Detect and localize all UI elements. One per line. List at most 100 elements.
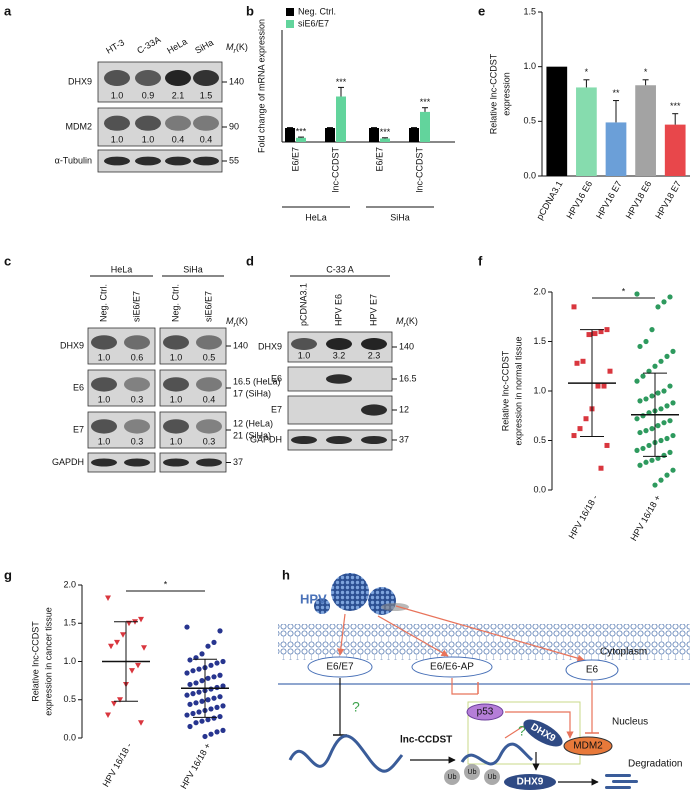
point bbox=[583, 416, 589, 422]
y-tick-label: 2.0 bbox=[63, 579, 76, 589]
point bbox=[595, 383, 601, 389]
lane-label: Neg. Ctrl. bbox=[170, 284, 180, 322]
point bbox=[205, 697, 211, 703]
point bbox=[598, 465, 604, 471]
ubiquitin bbox=[464, 764, 480, 780]
mw-label: 16.5 bbox=[399, 373, 417, 383]
x-tick-label: HPV18 E7 bbox=[653, 179, 683, 220]
row-label: E6 bbox=[73, 382, 84, 392]
point bbox=[661, 420, 667, 426]
point bbox=[664, 403, 670, 409]
point bbox=[214, 660, 220, 666]
ratio-label: 0.4 bbox=[203, 394, 216, 404]
arrow bbox=[377, 615, 449, 657]
lane-label: HeLa bbox=[165, 36, 189, 55]
band bbox=[124, 335, 150, 350]
band bbox=[361, 436, 387, 444]
band bbox=[326, 338, 352, 350]
significance: ** bbox=[612, 88, 620, 98]
virus-label: HPV bbox=[300, 591, 327, 606]
bar bbox=[635, 85, 656, 176]
mr-label: Mr(K) bbox=[396, 316, 418, 329]
panel-label: c bbox=[4, 253, 11, 268]
significance: *** bbox=[336, 77, 347, 87]
point bbox=[670, 467, 676, 473]
y-tick-label: 0.0 bbox=[533, 484, 546, 494]
x-tick-label: HPV 16/18 - bbox=[101, 741, 134, 788]
point bbox=[193, 720, 199, 726]
point bbox=[184, 670, 190, 676]
point bbox=[658, 358, 664, 364]
point bbox=[184, 692, 190, 698]
point bbox=[649, 426, 655, 432]
row-label: GAPDH bbox=[250, 434, 282, 444]
point bbox=[217, 713, 223, 720]
point bbox=[652, 363, 658, 369]
point bbox=[187, 701, 193, 707]
point bbox=[208, 731, 214, 737]
ratio-label: 1.0 bbox=[298, 350, 311, 360]
ratio-label: 0.6 bbox=[131, 352, 144, 362]
band bbox=[104, 156, 130, 166]
point bbox=[607, 368, 613, 374]
row-label: GAPDH bbox=[52, 457, 84, 467]
significance: * bbox=[585, 67, 589, 77]
ratio-label: 0.9 bbox=[142, 90, 155, 100]
ratio-label: 0.3 bbox=[131, 394, 144, 404]
mw-label: 21 (SiHa) bbox=[233, 430, 271, 440]
rna bbox=[288, 734, 404, 773]
point bbox=[220, 703, 226, 709]
ratio-label: 1.0 bbox=[98, 394, 111, 404]
ratio-label: 1.0 bbox=[170, 436, 183, 446]
significance: * bbox=[644, 67, 648, 77]
point bbox=[643, 338, 649, 345]
point bbox=[667, 449, 673, 455]
x-tick-label: lnc-CCDST bbox=[414, 147, 424, 193]
point bbox=[658, 477, 664, 483]
point bbox=[640, 413, 646, 419]
band bbox=[163, 458, 189, 467]
row-label: MDM2 bbox=[66, 121, 93, 131]
point bbox=[193, 700, 199, 706]
y-tick-label: 0.5 bbox=[523, 116, 536, 126]
lane-label: SiHa bbox=[193, 37, 215, 55]
bar bbox=[296, 137, 306, 142]
point bbox=[208, 686, 214, 692]
mw-label: 37 bbox=[399, 434, 409, 444]
arrow bbox=[395, 605, 585, 662]
point bbox=[138, 720, 144, 726]
protein-label: E6/E7 bbox=[326, 662, 354, 673]
band bbox=[361, 338, 387, 350]
point bbox=[120, 632, 126, 638]
mr-part: r bbox=[404, 322, 407, 329]
band bbox=[291, 338, 317, 350]
row-label: α-Tubulin bbox=[55, 155, 92, 165]
point bbox=[105, 712, 111, 719]
point bbox=[199, 678, 205, 684]
ratio-label: 2.1 bbox=[172, 90, 185, 100]
y-tick-label: 0.0 bbox=[523, 170, 536, 180]
bar bbox=[605, 122, 627, 176]
panel-label: h bbox=[282, 567, 290, 582]
point bbox=[646, 442, 652, 449]
point bbox=[571, 433, 577, 439]
y-tick-label: 0.5 bbox=[533, 435, 546, 445]
point bbox=[661, 299, 667, 305]
mr-part: (K) bbox=[236, 42, 248, 52]
lane-label: HPV E7 bbox=[368, 294, 378, 326]
ubiquitin bbox=[444, 769, 460, 785]
ubiquitin bbox=[484, 769, 500, 785]
point bbox=[211, 674, 217, 680]
point bbox=[211, 715, 217, 721]
y-axis-title: Relative lnc-CCDST bbox=[30, 621, 40, 702]
point bbox=[655, 390, 661, 396]
x-tick-label: lnc-CCDST bbox=[330, 147, 340, 193]
row-label: DHX9 bbox=[68, 76, 92, 86]
point bbox=[141, 645, 147, 651]
group-label: HeLa bbox=[111, 264, 133, 274]
point bbox=[637, 343, 643, 350]
point bbox=[211, 695, 217, 701]
point bbox=[135, 662, 141, 669]
y-axis-title: expression in normal tissue bbox=[513, 336, 523, 445]
point bbox=[667, 383, 673, 389]
